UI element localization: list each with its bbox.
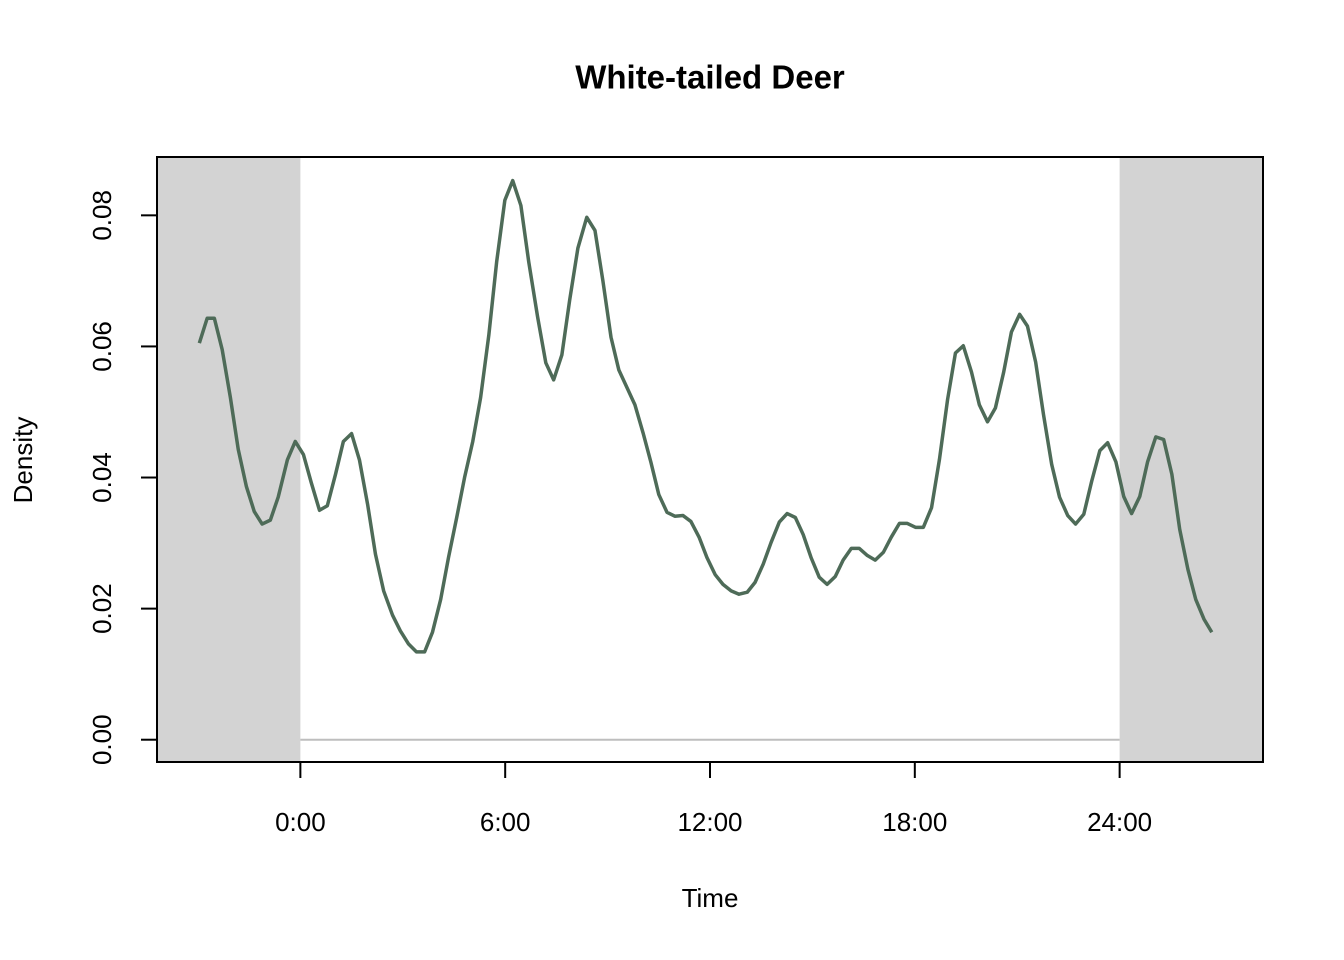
shade [1119, 157, 1263, 762]
y-tick-label: 0.02 [87, 583, 117, 634]
density-line [197, 178, 1214, 654]
y-tick-label: 0.04 [87, 452, 117, 503]
y-tick-label: 0.08 [87, 190, 117, 241]
x-tick-label: 12:00 [677, 807, 742, 837]
y-axis-title: Density [8, 417, 38, 504]
y-tick-label: 0.00 [87, 714, 117, 765]
chart-title: White-tailed Deer [575, 59, 845, 96]
shade [157, 157, 301, 762]
x-tick-label: 0:00 [275, 807, 326, 837]
x-tick-label: 24:00 [1087, 807, 1152, 837]
x-tick-label: 6:00 [480, 807, 531, 837]
x-tick-label: 18:00 [882, 807, 947, 837]
x-axis-title: Time [682, 883, 739, 913]
y-tick-label: 0.06 [87, 321, 117, 372]
